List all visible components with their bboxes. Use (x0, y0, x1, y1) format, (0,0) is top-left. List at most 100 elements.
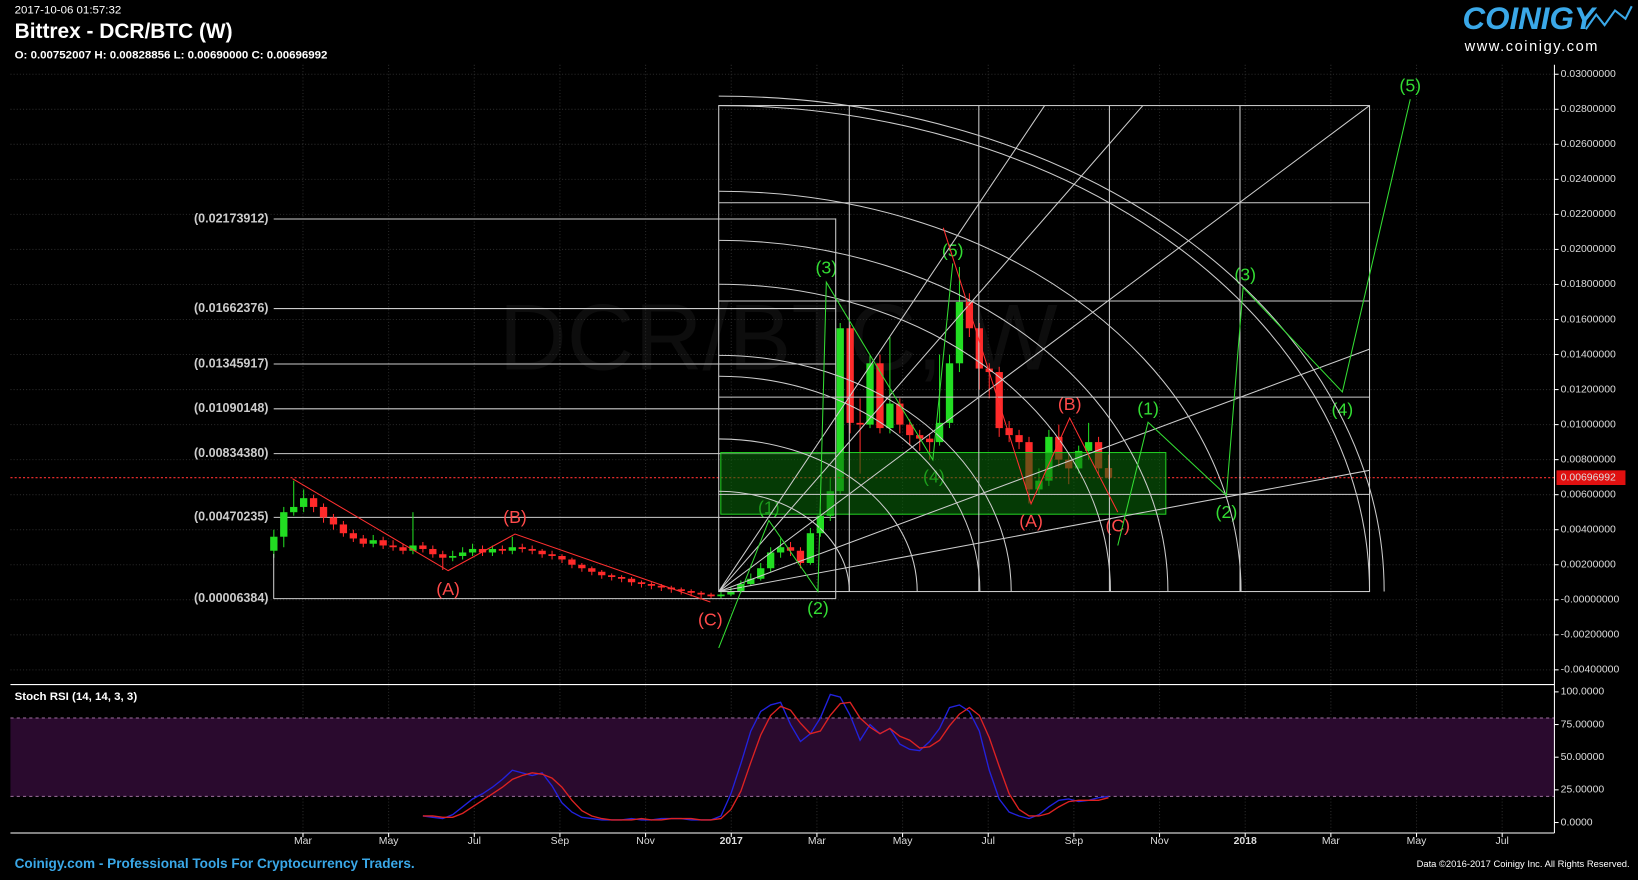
candle-body (717, 594, 725, 597)
logo-icon (1584, 5, 1633, 30)
y-tick-label: 0.01000000 (1561, 419, 1616, 430)
candle-body (935, 422, 944, 443)
x-tick-label: Jul (982, 836, 995, 847)
x-tick-label: 2018 (1234, 836, 1257, 847)
y-tick-label: 0.00800000 (1561, 454, 1616, 465)
candle-body (727, 591, 735, 595)
candle-body (816, 515, 824, 534)
wave-projection (1117, 99, 1411, 546)
y-tick-label: 50.00000 (1561, 752, 1605, 763)
candle-body (647, 584, 656, 586)
y-tick-label: 0.02600000 (1561, 139, 1616, 150)
candle-body (598, 571, 606, 576)
candle-body (697, 592, 705, 595)
candle-body (1084, 442, 1093, 451)
candle-body (399, 547, 407, 551)
level-label: (0.01662376) (194, 301, 268, 315)
candle-body (767, 552, 775, 569)
chart-title: Bittrex - DCR/BTC (W) (15, 20, 233, 43)
x-tick-label: Mar (1322, 836, 1340, 847)
wave-label: (B) (1058, 394, 1082, 414)
wave-label: (5) (942, 241, 964, 261)
candle-body (578, 564, 586, 569)
candle-body (528, 548, 536, 551)
wave-label: (A) (436, 579, 460, 599)
level-label: (0.01090148) (194, 401, 268, 415)
candle-body (796, 550, 805, 563)
candle-body (449, 555, 457, 558)
x-tick-label: Nov (636, 836, 655, 847)
x-tick-label: Mar (294, 836, 312, 847)
candle-body (568, 559, 576, 565)
y-tick-label: -0.00400000 (1561, 665, 1620, 676)
candle-body (747, 578, 755, 585)
y-tick-label: 0.01400000 (1561, 349, 1616, 360)
plot: DCR/BTC, W -0.00400000 -0.00200000 -0.00000… (10, 64, 1626, 847)
candle-body (1015, 435, 1023, 443)
candle-body (1005, 428, 1013, 436)
timestamp: 2017-10-06 01:57:32 (15, 4, 122, 16)
x-tick-label: Sep (1065, 836, 1084, 847)
y-tick-label: 0.00600000 (1561, 489, 1616, 500)
y-tick-label: 25.00000 (1561, 785, 1605, 796)
candle-body (617, 577, 626, 579)
wave-label: (4) (1332, 399, 1354, 419)
y-tick-label: 0.01800000 (1561, 279, 1616, 290)
candle-body (429, 548, 437, 555)
x-tick-label: Nov (1150, 836, 1169, 847)
candle-body (439, 554, 447, 558)
candle-body (458, 552, 467, 556)
band (10, 718, 1555, 797)
logo: COINIGY (1463, 1, 1598, 36)
candle-body (339, 524, 348, 534)
x-tick-label: 2017 (720, 836, 743, 847)
candle-body (876, 363, 884, 429)
zone (720, 452, 1167, 515)
fan-lines (273, 105, 1370, 599)
footer-right: Data ©2016-2017 Coinigy Inc. All Rights … (1417, 858, 1630, 869)
fib-tools (273, 95, 1411, 649)
y-tick-label: -0.00000000 (1561, 595, 1620, 606)
candle-body (856, 422, 864, 425)
candle-body (955, 301, 964, 364)
wave-red (292, 478, 711, 603)
y-tick-label: 0.01200000 (1561, 384, 1616, 395)
candle-body (508, 547, 516, 551)
candle-body (757, 568, 765, 579)
stoch-line (422, 701, 1109, 821)
candle-body (538, 550, 546, 555)
wave-label: (3) (815, 257, 837, 277)
logo-url: www.coinigy.com (1464, 39, 1599, 55)
wave-label: (2) (807, 598, 829, 618)
candle-body (657, 585, 666, 588)
candle-body (518, 547, 526, 549)
candle-body (906, 424, 914, 436)
ohlc: O: 0.00752007 H: 0.00828856 L: 0.0069000… (15, 49, 328, 61)
candle-body (925, 438, 934, 443)
x-tick-label: Mar (808, 836, 826, 847)
level-label: (0.02173912) (194, 211, 268, 225)
candle-body (349, 533, 357, 539)
candle-body (299, 498, 308, 507)
candle-body (1055, 436, 1063, 460)
candle-body (687, 591, 695, 593)
x-tick-label: May (893, 836, 913, 847)
y-tick-label: 0.02400000 (1561, 174, 1616, 185)
candle-body (866, 363, 874, 425)
candle-body (896, 403, 904, 425)
wave-green (718, 263, 954, 649)
candle-body (846, 328, 854, 423)
level-label: (0.00834380) (194, 446, 268, 460)
candle-body (309, 498, 318, 507)
y-tick-label: 0.02800000 (1561, 104, 1616, 115)
last-price-label: 0.00696992 (1561, 472, 1616, 483)
candle-body (995, 372, 1003, 429)
x-tick-label: May (379, 836, 399, 847)
candle-body (290, 506, 298, 513)
fib-grid (718, 105, 1370, 592)
candle-body (558, 555, 566, 560)
candle-body (677, 589, 685, 592)
last-price-tag (1556, 470, 1626, 485)
